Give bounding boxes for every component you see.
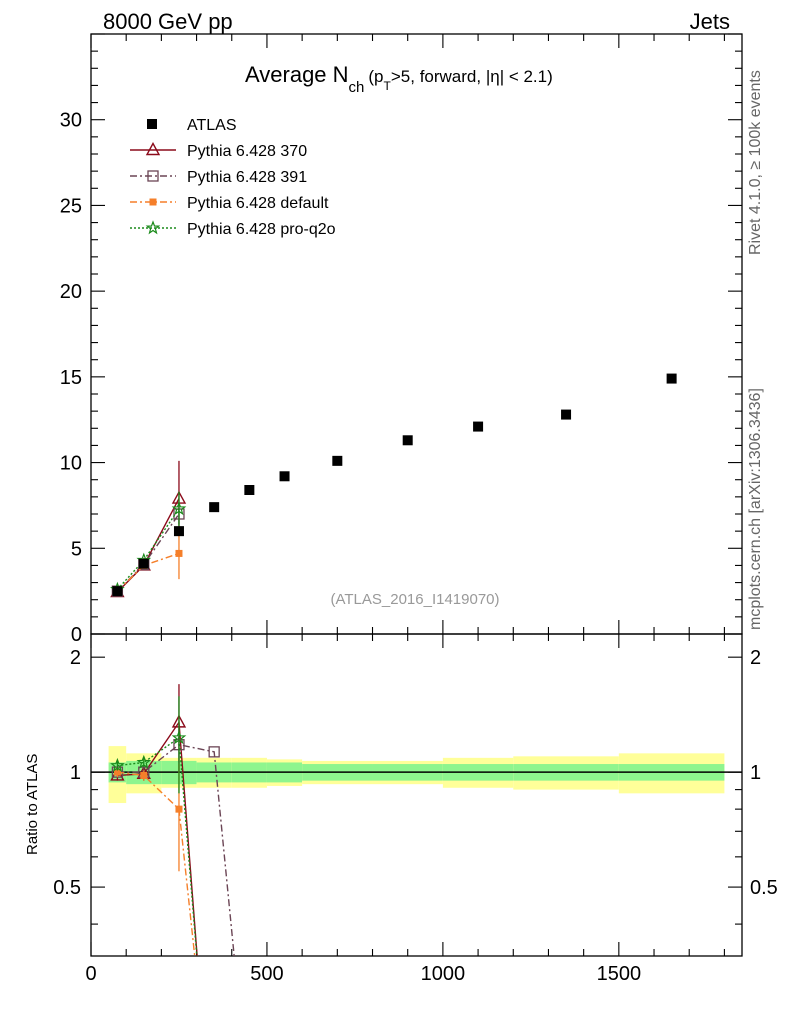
legend-label: Pythia 6.428 pro-q2o — [187, 221, 336, 238]
ratio-series-group — [110, 684, 235, 956]
chart-title-cut-sub: T — [384, 79, 392, 93]
ratio-y-tick-label-right: 0.5 — [750, 877, 778, 899]
atlas-point — [666, 373, 677, 384]
chart-title: Average Nch(pT>5, forward, |η| < 2.1) — [245, 62, 553, 96]
main-y-tick-label: 10 — [60, 453, 82, 475]
chart-title-main: Average N — [245, 62, 349, 87]
atlas-point — [473, 421, 484, 432]
ratio-y-tick-label-left: 0.5 — [53, 877, 81, 899]
atlas-point — [244, 485, 255, 495]
ratio-point — [171, 730, 187, 745]
ratio-plot: 0.5 0.5 1 1 2 2 0 500 1000 1500 — [53, 633, 778, 985]
ratio-y-axis-label: Ratio to ATLAS — [24, 754, 41, 855]
main-y-tick-label: 15 — [60, 367, 82, 389]
ratio-y-tick-label-left: 2 — [70, 647, 81, 669]
ratio-series-0 — [110, 684, 198, 956]
atlas-point — [173, 526, 184, 537]
x-tick-label: 500 — [250, 963, 283, 985]
main-y-tick-label: 5 — [71, 538, 82, 560]
x-tick-label: 0 — [85, 963, 96, 985]
ratio-series-2 — [113, 764, 196, 956]
atlas-point — [402, 435, 413, 446]
ratio-series-3 — [110, 696, 198, 956]
legend-label: Pythia 6.428 370 — [187, 143, 307, 160]
series-point — [171, 501, 187, 516]
atlas-data — [112, 373, 677, 597]
ratio-series-line — [117, 736, 198, 956]
chart-title-cut-rest: >5, forward, |η| < 2.1) — [391, 67, 553, 86]
legend-atlas-marker — [147, 119, 157, 129]
atlas-point — [561, 409, 572, 420]
header-left: 8000 GeV pp — [103, 9, 233, 34]
legend-marker — [147, 170, 159, 182]
legend-atlas-label: ATLAS — [187, 117, 237, 134]
main-y-tick-label: 25 — [60, 195, 82, 217]
series-point — [175, 549, 183, 557]
atlas-point — [112, 586, 123, 597]
series-line — [116, 508, 180, 590]
mcplots-label: mcplots.cern.ch [arXiv:1306.3436] — [747, 388, 764, 630]
atlas-point — [209, 502, 220, 513]
chart-title-cut-open: (p — [368, 67, 383, 86]
legend-label: Pythia 6.428 default — [187, 195, 329, 212]
legend: ATLAS Pythia 6.428 370 Pythia 6.428 391 Pyt… — [130, 117, 336, 238]
atlas-point — [138, 558, 149, 569]
x-tick-label: 1500 — [597, 963, 642, 985]
ratio-y-tick-label-right: 1 — [750, 762, 761, 784]
ratio-frame — [90, 633, 743, 957]
main-y-tick-label: 20 — [60, 281, 82, 303]
ratio-point — [175, 805, 183, 813]
series-0 — [110, 460, 187, 598]
series-line — [116, 498, 180, 593]
ratio-point — [136, 754, 152, 769]
atlas-point — [332, 455, 343, 466]
ratio-point — [110, 757, 125, 772]
legend-label: Pythia 6.428 391 — [187, 169, 307, 186]
atlas-point — [279, 471, 290, 482]
main-y-tick-label: 0 — [71, 624, 82, 646]
series-3 — [110, 491, 187, 596]
series-line — [116, 513, 180, 592]
ratio-point — [113, 768, 121, 776]
main-plot: 0 5 10 15 20 25 30 — [60, 33, 743, 646]
ratio-point — [140, 771, 148, 779]
header-right: Jets — [690, 9, 730, 34]
x-tick-label: 1000 — [421, 963, 466, 985]
legend-marker — [145, 220, 161, 235]
ratio-point — [208, 746, 220, 758]
watermark: (ATLAS_2016_I1419070) — [330, 591, 499, 608]
main-y-tick-label: 30 — [60, 110, 82, 132]
ratio-series-line — [117, 771, 196, 956]
legend-marker — [145, 142, 161, 156]
rivet-label: Rivet 4.1.0, ≥ 100k events — [747, 70, 764, 255]
legend-marker — [149, 198, 157, 206]
ratio-y-tick-label-left: 1 — [70, 762, 81, 784]
ratio-y-tick-label-right: 2 — [750, 647, 761, 669]
chart-title-sub: ch — [349, 79, 365, 96]
